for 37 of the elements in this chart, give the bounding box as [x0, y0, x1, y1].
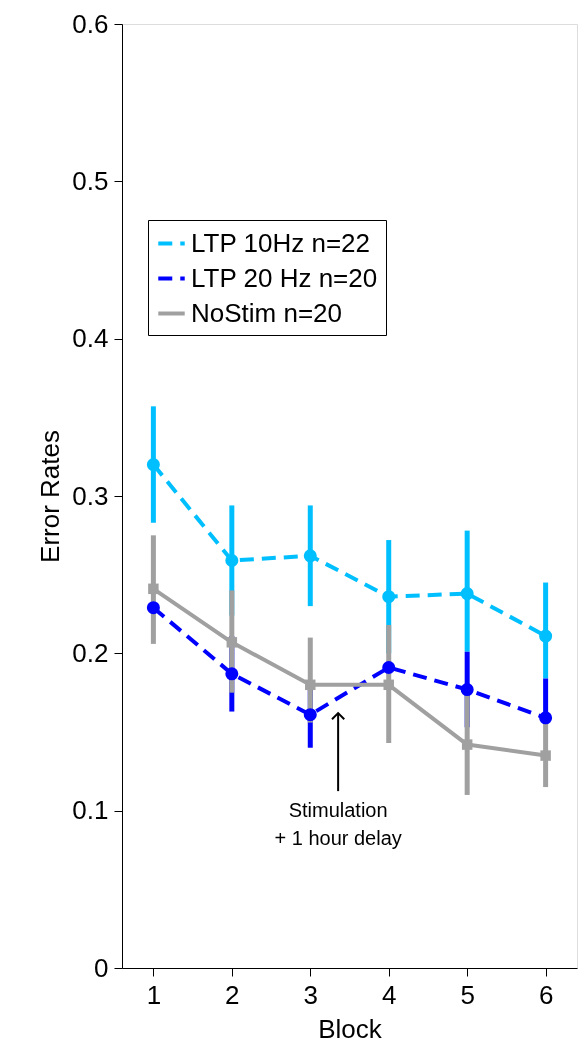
legend-label: NoStim n=20 [191, 297, 343, 328]
point [225, 554, 239, 568]
point [225, 667, 239, 681]
annotation: Stimulation + 1 hour delay [274, 799, 402, 850]
legend-label: LTP 20 Hz n=20 [191, 262, 378, 293]
point [305, 679, 316, 691]
point [539, 711, 553, 725]
x-tick-label: 4 [381, 979, 397, 1010]
point [148, 583, 159, 595]
point [146, 601, 160, 615]
y-axis-title: Error Rates [35, 430, 66, 563]
y-tick-label: 0.2 [72, 637, 109, 668]
x-tick-label: 6 [538, 979, 554, 1010]
y-tick-label: 0.1 [72, 795, 109, 826]
x-axis-title: Block [318, 1013, 383, 1044]
point [303, 708, 317, 722]
y-tick-label: 0.5 [72, 165, 109, 196]
legend-label: LTP 10Hz n=22 [191, 227, 370, 258]
point [460, 683, 474, 697]
point [382, 660, 396, 674]
point [540, 750, 551, 761]
point [539, 629, 553, 643]
y-tick-label: 0 [94, 952, 109, 983]
point [226, 637, 238, 648]
y-tick-label: 0.3 [72, 480, 109, 511]
y-tick-label: 0.6 [72, 8, 109, 39]
x-tick-label: 3 [303, 979, 319, 1010]
point [460, 587, 474, 601]
y-tick-label: 0.4 [72, 323, 109, 354]
point [146, 458, 160, 472]
x-tick-label: 2 [225, 979, 240, 1010]
point [303, 549, 317, 563]
point [382, 590, 396, 604]
x-tick-label: 5 [460, 979, 475, 1010]
x-tick-label: 1 [146, 979, 162, 1010]
point [461, 739, 473, 750]
point [383, 679, 394, 691]
